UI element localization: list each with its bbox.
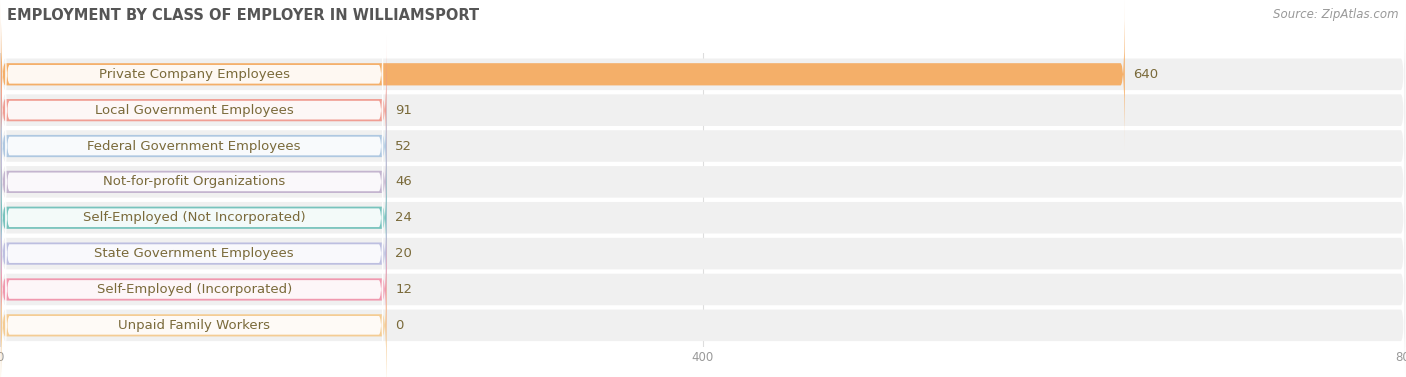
FancyBboxPatch shape [1,107,387,257]
Text: Self-Employed (Not Incorporated): Self-Employed (Not Incorporated) [83,211,305,224]
Text: 0: 0 [395,319,404,332]
Text: Local Government Employees: Local Government Employees [94,104,294,116]
Text: Self-Employed (Incorporated): Self-Employed (Incorporated) [97,283,292,296]
Text: 12: 12 [395,283,412,296]
Text: Not-for-profit Organizations: Not-for-profit Organizations [103,175,285,188]
Text: 91: 91 [395,104,412,116]
FancyBboxPatch shape [6,248,382,377]
FancyBboxPatch shape [1,40,1405,181]
Text: 46: 46 [395,175,412,188]
FancyBboxPatch shape [1,250,387,377]
FancyBboxPatch shape [1,179,387,328]
FancyBboxPatch shape [6,0,382,151]
FancyBboxPatch shape [1,35,387,185]
Text: 20: 20 [395,247,412,260]
FancyBboxPatch shape [6,105,382,259]
FancyBboxPatch shape [6,34,382,187]
Text: EMPLOYMENT BY CLASS OF EMPLOYER IN WILLIAMSPORT: EMPLOYMENT BY CLASS OF EMPLOYER IN WILLI… [7,8,479,23]
FancyBboxPatch shape [1,4,1405,145]
FancyBboxPatch shape [1,255,1405,377]
Text: 24: 24 [395,211,412,224]
FancyBboxPatch shape [1,215,387,365]
FancyBboxPatch shape [6,177,382,330]
FancyBboxPatch shape [6,69,382,223]
Text: 52: 52 [395,139,412,153]
Text: Source: ZipAtlas.com: Source: ZipAtlas.com [1274,8,1399,20]
Text: Private Company Employees: Private Company Employees [98,68,290,81]
FancyBboxPatch shape [6,141,382,294]
FancyBboxPatch shape [1,183,1405,324]
Text: State Government Employees: State Government Employees [94,247,294,260]
FancyBboxPatch shape [1,147,1405,288]
Text: Federal Government Employees: Federal Government Employees [87,139,301,153]
Text: Unpaid Family Workers: Unpaid Family Workers [118,319,270,332]
Text: 640: 640 [1133,68,1159,81]
FancyBboxPatch shape [1,71,387,221]
FancyBboxPatch shape [1,143,387,293]
FancyBboxPatch shape [1,112,1405,252]
FancyBboxPatch shape [1,76,1405,216]
FancyBboxPatch shape [1,219,1405,360]
FancyBboxPatch shape [6,213,382,366]
FancyBboxPatch shape [1,0,1125,149]
